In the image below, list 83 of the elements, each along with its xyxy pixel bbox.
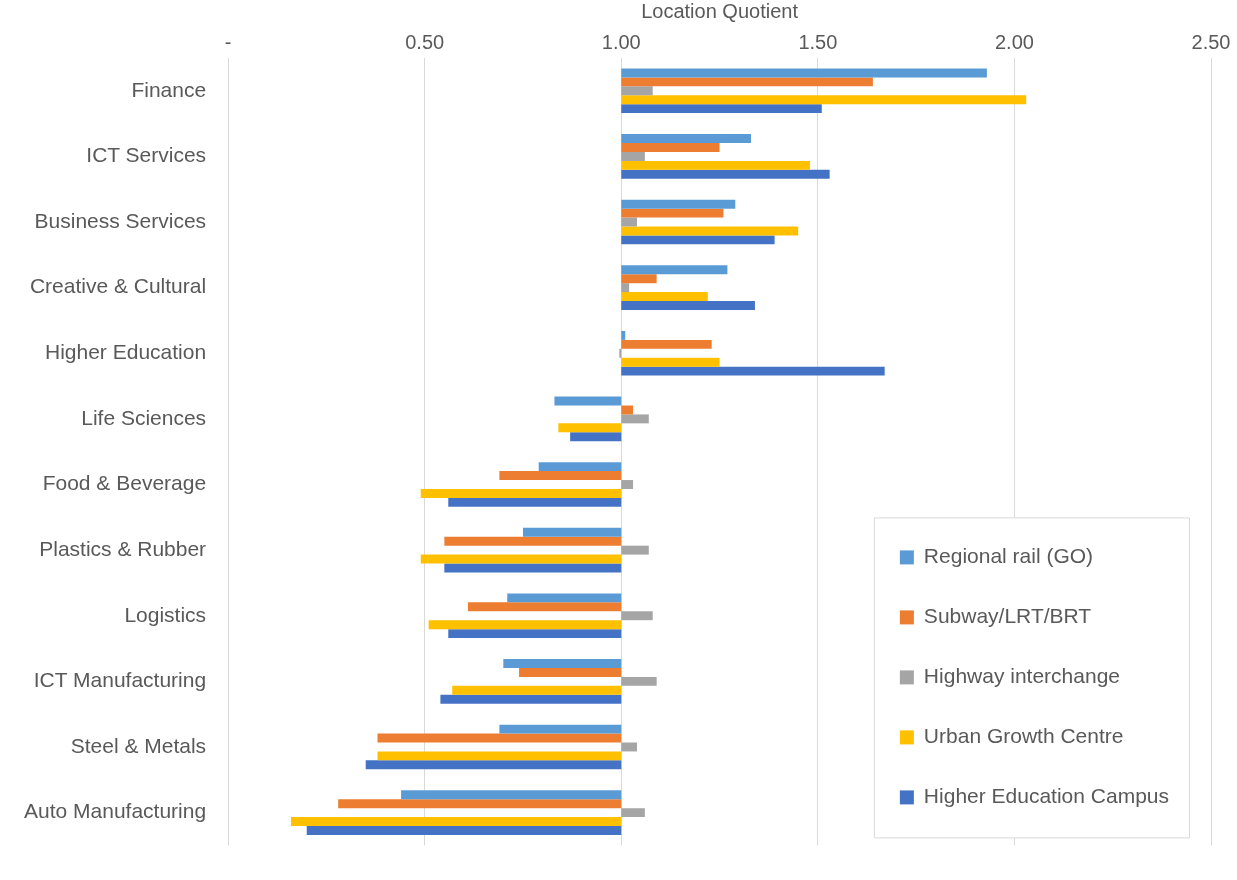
legend-label: Higher Education Campus: [923, 784, 1170, 808]
y-tick-label: Auto Manufacturing: [24, 799, 207, 823]
bar: [621, 235, 775, 245]
bar: [377, 751, 622, 761]
bar: [444, 536, 622, 546]
bar: [621, 414, 649, 424]
bar: [621, 199, 736, 209]
bar: [621, 134, 752, 144]
bar: [621, 95, 1027, 105]
bar: [621, 160, 810, 170]
x-tick-label: 1.00: [601, 30, 641, 53]
bar: [420, 554, 622, 564]
bar: [621, 301, 755, 310]
bar: [365, 760, 622, 770]
bar: [428, 620, 622, 630]
bar: [621, 611, 653, 621]
bar: [554, 396, 622, 406]
y-tick-label: Higher Education: [45, 340, 207, 364]
y-tick-label: Creative & Cultural: [29, 274, 207, 298]
bar: [522, 527, 622, 537]
y-tick-label: Life Sciences: [81, 405, 207, 429]
bar: [621, 77, 873, 87]
y-tick-label: ICT Services: [86, 143, 207, 167]
bar: [570, 432, 622, 442]
bar: [621, 208, 724, 218]
bar: [621, 68, 987, 78]
bar: [621, 339, 712, 349]
y-tick-label: ICT Manufacturing: [33, 668, 207, 692]
bar: [621, 366, 885, 376]
bar: [621, 86, 653, 96]
bar: [420, 488, 622, 498]
x-tick-label: 1.50: [798, 30, 838, 53]
bar: [621, 217, 637, 227]
bar: [621, 143, 720, 152]
bar: [448, 497, 622, 507]
y-tick-label: Food & Beverage: [42, 471, 207, 495]
y-tick-label: Finance: [131, 77, 207, 101]
bar: [621, 151, 645, 161]
x-axis-title: Location Quotient: [641, 0, 799, 22]
bar: [467, 602, 622, 612]
bar: [499, 471, 622, 481]
x-tick-label: 0.50: [405, 30, 445, 53]
bar: [377, 733, 622, 743]
bar: [621, 676, 657, 686]
bar: [621, 545, 649, 555]
x-tick-label: -: [224, 30, 232, 53]
legend-label: Subway/LRT/BRT: [923, 604, 1092, 628]
y-tick-label: Logistics: [124, 602, 207, 626]
bar: [440, 694, 622, 704]
bar: [338, 799, 622, 809]
bar: [558, 423, 622, 433]
bar: [503, 659, 622, 668]
bar: [401, 790, 622, 800]
bar: [621, 330, 626, 340]
bar: [444, 563, 622, 573]
x-tick-label: 2.00: [994, 30, 1034, 53]
bar: [621, 169, 830, 179]
bar: [621, 808, 645, 818]
bar: [621, 742, 637, 752]
legend-label: Regional rail (GO): [923, 544, 1094, 568]
bar: [621, 104, 822, 114]
bar: [621, 480, 634, 489]
legend-label: Urban Growth Centre: [923, 724, 1124, 748]
y-tick-label: Steel & Metals: [70, 733, 207, 757]
y-tick-label: Plastics & Rubber: [39, 536, 207, 560]
bar: [452, 685, 622, 695]
bar: [621, 357, 720, 367]
bar: [621, 226, 799, 236]
bar: [538, 462, 622, 472]
bar: [291, 817, 622, 826]
bar: [621, 405, 634, 415]
bar: [306, 825, 622, 835]
bar: [507, 593, 622, 603]
legend-label: Highway interchange: [923, 664, 1120, 688]
bar: [621, 274, 657, 284]
bar: [448, 629, 622, 639]
bar: [499, 724, 622, 734]
bar: [621, 292, 708, 302]
x-tick-label: 2.50: [1191, 30, 1231, 53]
bar: [519, 667, 622, 677]
bar: [621, 265, 728, 275]
bar: [621, 283, 630, 293]
y-tick-label: Business Services: [34, 208, 207, 232]
